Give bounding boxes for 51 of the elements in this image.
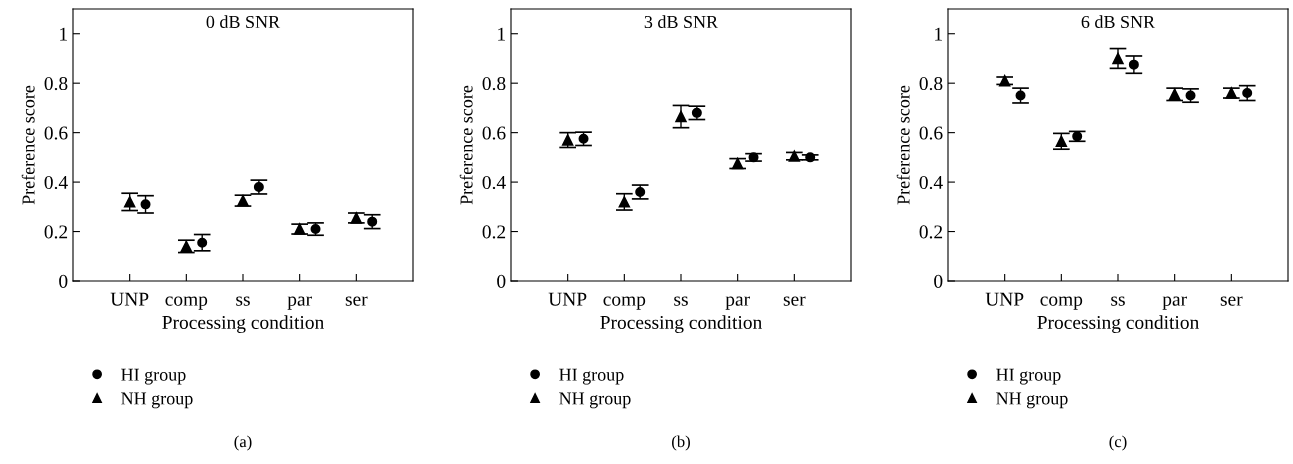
x-tick-label: par [1162, 296, 1187, 310]
x-tick-label: par [287, 296, 312, 310]
y-tick-label: 0.2 [44, 225, 68, 239]
y-tick-label: 1 [935, 27, 942, 41]
x-tick-label: UNP [548, 292, 587, 306]
legend-label: HI group [996, 368, 1061, 385]
y-tick-label: 0.2 [482, 225, 506, 239]
x-tick-label: UNP [985, 292, 1024, 306]
x-tick-label: par [725, 296, 750, 310]
y-tick-label: 1 [60, 27, 67, 41]
legend-label: HI group [121, 368, 186, 385]
x-tick-label: ser [345, 296, 368, 306]
text: (a) [234, 435, 252, 451]
text: (c) [1109, 435, 1127, 451]
x-axis-title: Processing condition [1037, 315, 1199, 333]
y-axis-title: Preference score [21, 85, 35, 205]
x-tick-label: UNP [110, 292, 149, 306]
x-tick-label: ser [1220, 296, 1243, 306]
y-tick-label: 1 [498, 27, 505, 41]
chart-title: 6 dB SNR [1081, 15, 1156, 29]
chart-title: 3 dB SNR [644, 15, 719, 29]
x-axis-title: Processing condition [162, 315, 324, 333]
x-tick-label: ser [783, 296, 806, 306]
y-tick-label: 0.4 [44, 175, 68, 190]
x-axis-title: Processing condition [600, 315, 762, 333]
chart-title: 0 dB SNR [206, 15, 281, 29]
y-tick-label: 0.2 [919, 225, 943, 239]
legend-label: NH group [996, 392, 1068, 409]
y-tick-label: 0 [497, 274, 506, 288]
text: (b) [672, 435, 690, 451]
y-tick-label: 0.6 [44, 126, 68, 140]
y-tick-label: 0.6 [482, 126, 506, 140]
y-tick-label: 0 [934, 274, 943, 288]
x-tick-label: comp [603, 296, 646, 310]
legend-label: NH group [121, 392, 193, 409]
x-tick-label: ss [674, 296, 688, 306]
y-tick-label: 0.4 [919, 175, 943, 190]
y-tick-label: 0.8 [44, 77, 68, 91]
y-tick-label: 0.8 [919, 77, 943, 91]
x-tick-label: ss [1111, 296, 1125, 306]
y-tick-label: 0.8 [482, 77, 506, 91]
x-tick-label: ss [236, 296, 250, 306]
legend-label: HI group [559, 368, 624, 385]
y-tick-label: 0.4 [482, 175, 506, 190]
x-tick-label: comp [165, 296, 208, 310]
y-axis-title: Preference score [896, 85, 910, 205]
y-axis-title: Preference score [459, 85, 473, 205]
x-tick-label: comp [1040, 296, 1083, 310]
y-tick-label: 0 [59, 274, 68, 288]
legend-label: NH group [559, 392, 631, 409]
y-tick-label: 0.6 [919, 126, 943, 140]
